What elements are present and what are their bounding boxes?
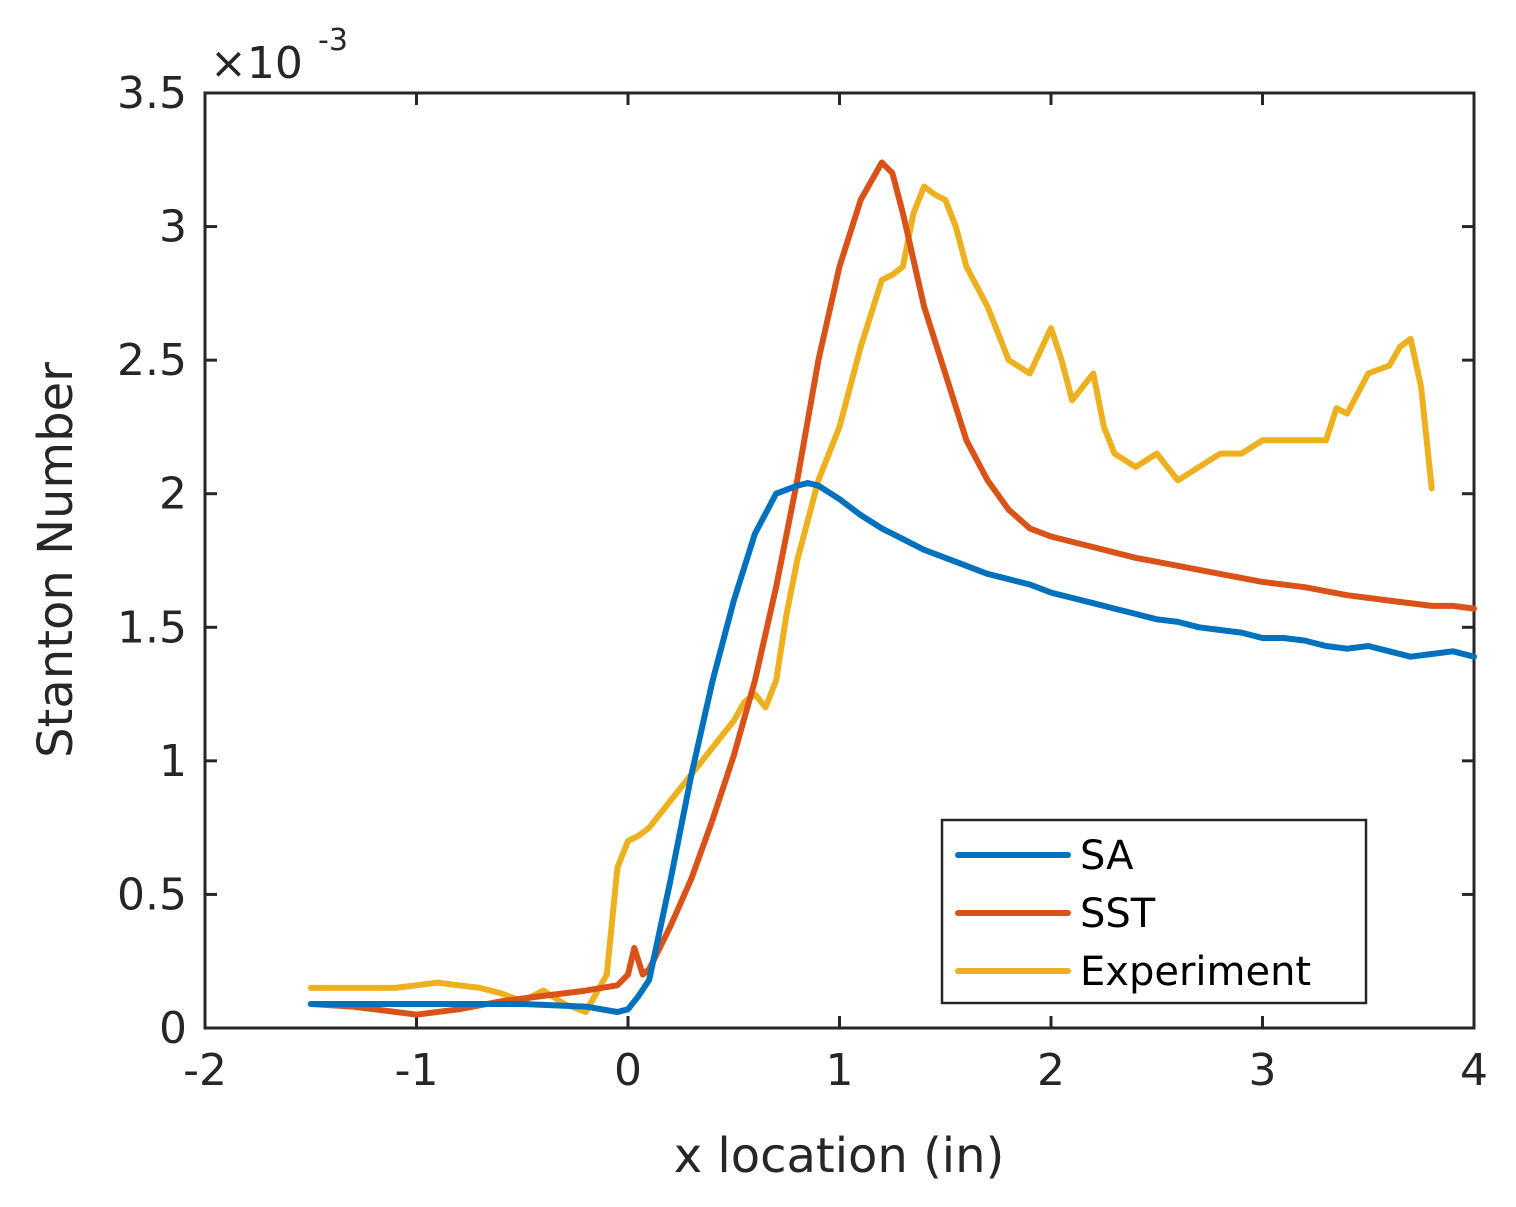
y-tick-label: 3.5 [117,68,187,119]
x-tick-label: 0 [614,1045,642,1096]
legend: SA SST Experiment [940,818,1368,1005]
series-line-sa [307,480,1477,1015]
y-tick-label: 2.5 [117,335,187,386]
x-tick-label: -1 [395,1045,439,1096]
y-exponent-base: ×10 [210,38,303,89]
y-axis-label: Stanton Number [28,362,84,758]
y-tick-label: 1.5 [117,602,187,653]
series-line-sst [307,159,1477,1018]
y-exponent-label: ×10 -3 [210,23,348,89]
x-tick-label: 4 [1460,1045,1488,1096]
y-axis-ticks: 0 0.5 1 1.5 2 2.5 3 3.5 [117,68,1474,1054]
y-tick-label: 2 [159,469,187,520]
series-lines [307,159,1477,1018]
x-axis-ticks: -2 -1 0 1 2 3 4 [183,93,1488,1096]
x-tick-label: 1 [826,1045,854,1096]
legend-label-sa: SA [1080,833,1134,879]
x-axis-label: x location (in) [674,1128,1005,1184]
y-tick-label: 1 [159,736,187,787]
y-tick-label: 0 [159,1003,187,1054]
x-tick-label: 3 [1249,1045,1277,1096]
legend-label-sst: SST [1080,891,1156,937]
y-tick-label: 3 [159,202,187,253]
legend-label-experiment: Experiment [1080,949,1311,995]
x-tick-label: -2 [183,1045,227,1096]
y-exponent-power: -3 [318,23,348,58]
x-tick-label: 2 [1037,1045,1065,1096]
y-tick-label: 0.5 [117,869,187,920]
